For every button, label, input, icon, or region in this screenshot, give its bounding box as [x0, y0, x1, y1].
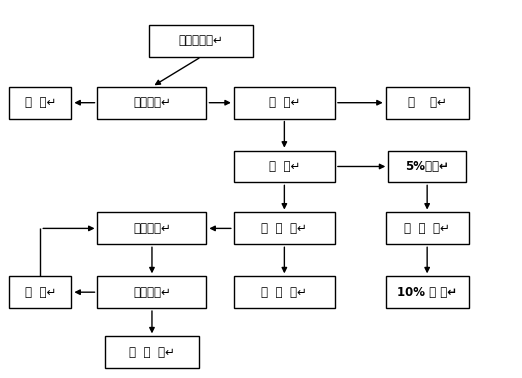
Text: 杂  质↵: 杂 质↵: [25, 96, 56, 109]
Text: 离心分离↵: 离心分离↵: [133, 96, 171, 109]
Bar: [386, 276, 469, 308]
Text: 溶  剂↵: 溶 剂↵: [25, 286, 56, 299]
Text: 10% 硫 酸↵: 10% 硫 酸↵: [397, 286, 457, 299]
Bar: [386, 212, 469, 244]
Text: 电  渗  析↵: 电 渗 析↵: [262, 222, 307, 235]
Bar: [234, 150, 335, 183]
Bar: [149, 25, 253, 57]
Bar: [388, 150, 466, 183]
Bar: [98, 276, 207, 308]
Bar: [9, 87, 72, 119]
Bar: [234, 212, 335, 244]
Text: 杂    质↵: 杂 质↵: [408, 96, 447, 109]
Text: 反  渗  透↵: 反 渗 透↵: [404, 222, 450, 235]
Bar: [234, 87, 335, 119]
Bar: [98, 87, 207, 119]
Text: 纳  滤↵: 纳 滤↵: [269, 160, 300, 173]
Text: 超  滤↵: 超 滤↵: [269, 96, 300, 109]
Bar: [98, 212, 207, 244]
Bar: [386, 87, 469, 119]
Text: 5%硫酸↵: 5%硫酸↵: [405, 160, 449, 173]
Text: 木  糖  液↵: 木 糖 液↵: [262, 286, 307, 299]
Text: 萃取精馏↵: 萃取精馏↵: [133, 222, 171, 235]
Bar: [105, 336, 199, 368]
Bar: [9, 276, 72, 308]
Text: 纯  醋  酸↵: 纯 醋 酸↵: [129, 346, 175, 359]
Text: 脱溶剂塔↵: 脱溶剂塔↵: [133, 286, 171, 299]
Text: 半纤水解液↵: 半纤水解液↵: [179, 34, 224, 47]
Bar: [234, 276, 335, 308]
